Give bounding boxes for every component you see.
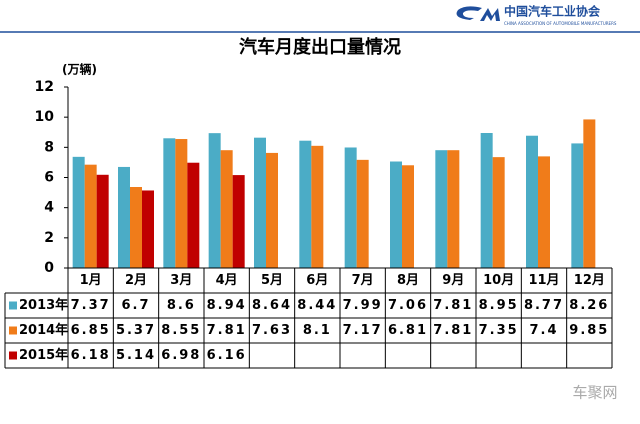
table-value: 9.85	[569, 323, 609, 338]
legend-label: 2013年	[19, 297, 68, 313]
x-tick-label: 2月	[125, 273, 147, 288]
bar	[538, 156, 550, 268]
x-tick-label: 7月	[352, 273, 374, 288]
x-tick-label: 3月	[170, 273, 192, 288]
table-value: 8.94	[207, 298, 247, 313]
y-tick-label: 0	[44, 260, 54, 276]
chart-title: 汽车月度出口量情况	[239, 36, 401, 58]
legend-label: 2014年	[19, 322, 68, 338]
table-value: 7.81	[433, 323, 473, 338]
table-value: 8.64	[252, 298, 292, 313]
bar	[84, 164, 97, 268]
bar	[72, 156, 85, 268]
bar	[254, 137, 266, 268]
bar	[130, 187, 142, 268]
bar	[142, 190, 154, 268]
x-tick-label: 1月	[80, 273, 102, 288]
bar	[480, 133, 493, 268]
table-value: 7.81	[207, 323, 247, 338]
table-value: 6.7	[121, 298, 150, 313]
watermark: 车聚网	[572, 384, 617, 402]
table-value: 8.26	[569, 298, 609, 313]
table-value: 7.06	[388, 298, 428, 313]
bar	[526, 135, 538, 268]
y-tick-label: 4	[44, 200, 54, 216]
x-tick-label: 12月	[574, 273, 605, 288]
x-tick-label: 11月	[528, 273, 559, 288]
y-tick-label: 12	[35, 79, 54, 95]
table-value: 8.6	[167, 298, 196, 313]
bar	[232, 175, 245, 268]
y-tick-label: 2	[44, 230, 54, 246]
org-name-en: CHINA ASSOCIATION OF AUTOMOBILE MANUFACT…	[504, 21, 617, 26]
x-tick-label: 6月	[306, 273, 328, 288]
y-tick-label: 10	[35, 109, 55, 125]
table-value: 6.16	[207, 348, 247, 363]
table-value: 6.81	[388, 323, 428, 338]
table-value: 7.63	[252, 323, 292, 338]
table-value: 8.55	[161, 323, 201, 338]
bar	[163, 138, 176, 268]
logo	[456, 6, 500, 21]
table-value: 8.1	[303, 323, 332, 338]
y-tick-label: 6	[44, 170, 54, 186]
bar	[435, 150, 448, 268]
table-value: 7.37	[71, 298, 111, 313]
bar	[96, 174, 109, 268]
bar	[571, 143, 584, 268]
bar	[356, 159, 369, 268]
bar	[447, 150, 460, 268]
x-tick-label: 9月	[442, 273, 464, 288]
table-value: 6.85	[71, 323, 111, 338]
bar	[220, 150, 233, 268]
legend-swatch	[9, 351, 17, 360]
bar	[187, 162, 200, 268]
bar	[266, 152, 278, 268]
x-tick-label: 5月	[261, 273, 283, 288]
org-name: 中国汽车工业协会	[504, 4, 601, 19]
bar	[175, 139, 188, 268]
bar	[311, 145, 324, 268]
table-value: 5.37	[116, 323, 156, 338]
legend-swatch	[9, 326, 17, 335]
legend-label: 2015年	[19, 347, 68, 363]
y-tick-label: 8	[44, 139, 54, 155]
bar	[118, 166, 130, 268]
x-tick-label: 10月	[483, 273, 514, 288]
table-value: 7.99	[343, 298, 383, 313]
bar	[299, 140, 312, 268]
table-value: 8.44	[297, 298, 337, 313]
bar	[583, 119, 596, 268]
table-value: 6.98	[161, 348, 201, 363]
x-tick-label: 4月	[216, 273, 238, 288]
bar	[208, 133, 221, 268]
table-value: 7.81	[433, 298, 473, 313]
table-value: 6.18	[71, 348, 111, 363]
bar	[492, 157, 505, 268]
bar	[344, 147, 357, 268]
table-value: 5.14	[116, 348, 156, 363]
table-value: 8.77	[524, 298, 564, 313]
table-value: 7.4	[529, 323, 558, 338]
bar	[402, 165, 414, 268]
bar	[390, 161, 402, 268]
table-value: 7.17	[343, 323, 383, 338]
table-value: 8.95	[479, 298, 519, 313]
y-axis-label: (万辆)	[62, 62, 97, 77]
legend-swatch	[9, 301, 17, 310]
table-value: 7.35	[479, 323, 519, 338]
x-tick-label: 8月	[397, 273, 419, 288]
